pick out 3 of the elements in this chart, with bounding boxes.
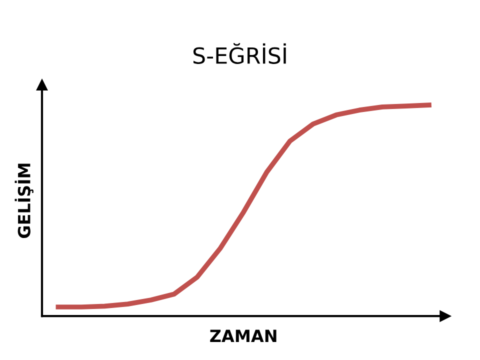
chart-title: S-EĞRİSİ — [193, 43, 286, 64]
x-axis-title: ZAMAN — [210, 330, 276, 342]
y-axis-title: GELİŞİM — [14, 164, 34, 238]
